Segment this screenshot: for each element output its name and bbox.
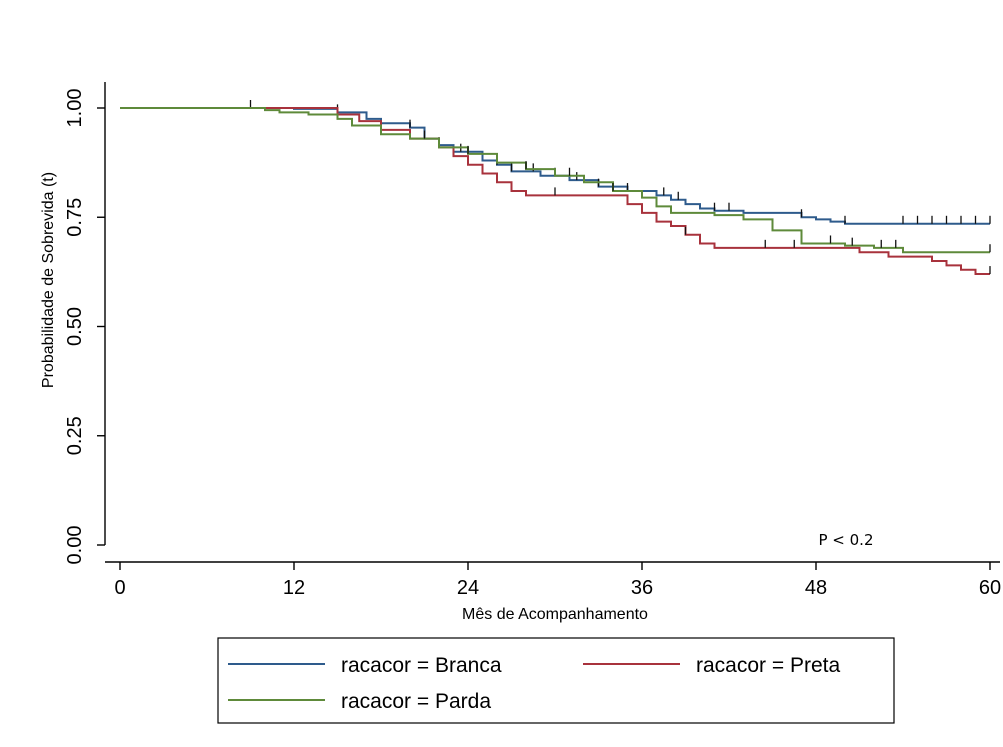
series-layer	[120, 100, 991, 276]
legend-label: racacor = Branca	[341, 654, 502, 677]
y-tick-label: 0.00	[64, 526, 86, 565]
legend-box	[217, 637, 895, 724]
legend-label: racacor = Preta	[696, 654, 840, 677]
x-tick-label: 48	[805, 577, 827, 599]
axes: 0.00 0.25 0.50 0.75 1.00 0 12 24 36 48 60	[64, 82, 1001, 599]
y-tick-label: 0.75	[64, 198, 86, 237]
x-tick-label: 36	[631, 577, 653, 599]
x-tick-label: 0	[114, 577, 125, 599]
x-tick-label: 60	[979, 577, 1001, 599]
y-tick-label: 0.25	[64, 416, 86, 455]
series-2	[120, 107, 991, 276]
x-tick-label: 24	[457, 577, 479, 599]
series-1	[120, 100, 991, 225]
survival-curve	[120, 107, 990, 254]
y-tick-label: 1.00	[64, 89, 86, 128]
y-axis-title: Probabilidade de Sobrevida (t)	[40, 172, 57, 388]
series-3	[120, 107, 991, 254]
survival-curve	[120, 107, 990, 225]
x-axis-title: Mês de Acompanhamento	[462, 606, 648, 623]
p-value-annotation: P < 0.2	[818, 531, 873, 549]
y-tick-label: 0.50	[64, 307, 86, 346]
legend: racacor = Branca racacor = Preta racacor =…	[217, 637, 895, 724]
x-tick-label: 12	[283, 577, 305, 599]
legend-label: racacor = Parda	[341, 690, 491, 713]
